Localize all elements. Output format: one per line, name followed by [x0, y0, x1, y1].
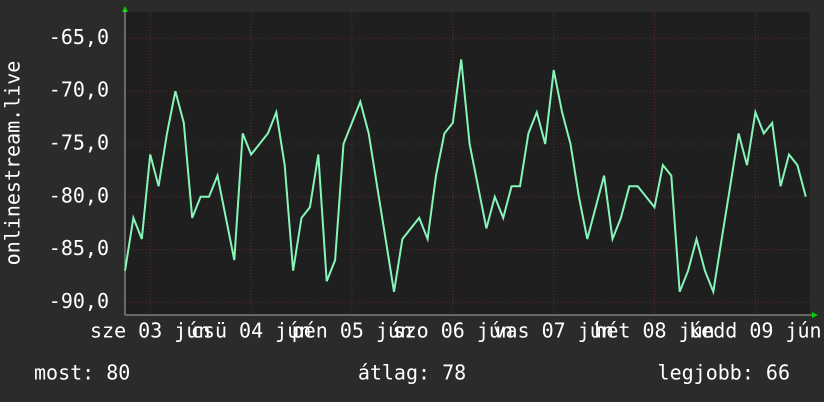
axis-arrow [812, 312, 818, 318]
x-tick-label: kedd 09 jún [689, 319, 821, 343]
stat-label: legjobb: 66 [658, 361, 790, 385]
x-tick-label: hét 08 jún [594, 319, 714, 343]
y-tick-label: -80,0 [49, 183, 109, 207]
x-tick-label: szo 06 jún [393, 319, 513, 343]
x-tick-label: csü 04 jún [191, 319, 311, 343]
data-line [124, 59, 807, 296]
y-axis-label: onlinestream.live [1, 61, 25, 266]
stat-label: most: 80 [34, 361, 130, 385]
y-tick-label: -75,0 [49, 130, 109, 154]
plot-area [125, 12, 810, 315]
x-tick-label: sze 03 jún [90, 319, 210, 343]
axis-arrow [122, 6, 128, 12]
y-tick-label: -85,0 [49, 236, 109, 260]
y-tick-label: -65,0 [49, 25, 109, 49]
x-tick-label: pén 05 jún [292, 319, 412, 343]
y-tick-label: -90,0 [49, 289, 109, 313]
x-tick-label: vas 07 jún [493, 319, 613, 343]
stat-label: átlag: 78 [358, 361, 466, 385]
y-tick-label: -70,0 [49, 78, 109, 102]
